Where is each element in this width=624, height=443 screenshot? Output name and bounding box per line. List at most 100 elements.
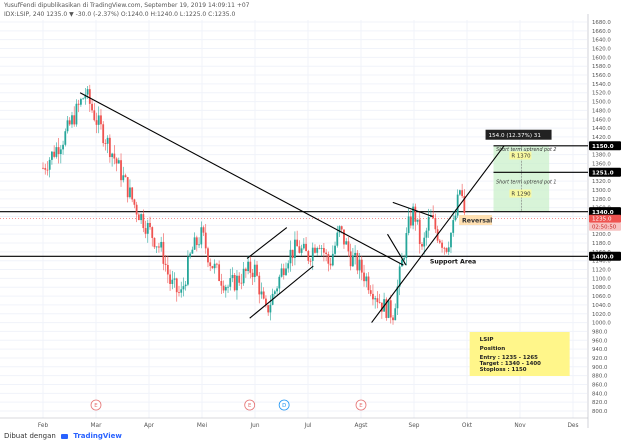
level-badge <box>589 207 621 217</box>
footer-text: Dibuat dengan <box>4 432 56 440</box>
candle-body <box>323 248 325 253</box>
candle-body <box>418 219 421 244</box>
tradingview-brand[interactable]: TradingView <box>73 432 122 440</box>
candle-body <box>374 298 377 300</box>
candle-body <box>256 264 258 276</box>
candles <box>42 84 466 325</box>
position-box <box>469 332 570 376</box>
measure-label-box <box>485 129 552 140</box>
position-title: LSIP <box>480 337 494 343</box>
countdown-badge <box>589 222 621 231</box>
tp2-price-label: R 1370 <box>511 153 531 159</box>
candle-body <box>115 158 118 164</box>
month-label: Mei <box>197 423 208 429</box>
candle-body <box>57 147 60 155</box>
candle-body <box>242 268 245 284</box>
candle-body <box>220 280 223 286</box>
tp2-price-box <box>509 151 532 160</box>
price-tick-label: 1280.0 <box>592 197 611 203</box>
candle-body <box>173 278 176 280</box>
price-tick-label: 1440.0 <box>592 126 611 132</box>
tradingview-logo-icon[interactable] <box>61 433 69 439</box>
candle-body <box>200 227 203 245</box>
month-label: Okt <box>462 423 473 429</box>
candle-body <box>327 254 330 264</box>
candle-body <box>278 276 281 289</box>
price-tick-label: 1200.0 <box>592 232 611 238</box>
candle-body <box>307 251 310 261</box>
candle-body <box>231 275 234 279</box>
measure-label: 154.0 (12.37%) 31 <box>489 133 542 139</box>
candle-body <box>416 219 419 222</box>
price-tick-label: 860.0 <box>592 382 608 388</box>
support-area-label: Support Area <box>430 258 476 265</box>
candle-body <box>146 222 149 234</box>
event-marker <box>355 399 367 411</box>
level-badge-text: 1400.0 <box>592 254 614 260</box>
candle-body <box>113 153 116 159</box>
tp1-price-box <box>509 189 532 198</box>
candle-body <box>44 168 47 170</box>
price-tick-label: 1060.0 <box>592 294 611 300</box>
candle-body <box>376 298 379 303</box>
candle-body <box>385 299 388 318</box>
candle-body <box>354 252 357 256</box>
candle-body <box>86 89 89 95</box>
price-tick-label: 1000.0 <box>592 321 611 327</box>
candle-body <box>260 291 263 295</box>
candle-body <box>336 232 339 246</box>
chart-header-symbol: IDX:LSIP, 240 1235.0 ▼ -30.0 (-2.37%) O:… <box>4 11 236 18</box>
event-marker <box>278 399 290 411</box>
candle-body <box>77 103 80 105</box>
candle-body <box>423 237 426 247</box>
candle-body <box>300 248 303 253</box>
price-tick-label: 820.0 <box>592 400 608 406</box>
event-marker-label: E <box>359 403 363 409</box>
candle-body <box>229 278 232 287</box>
candle-body <box>349 251 352 267</box>
candle-body <box>396 286 399 309</box>
candle-body <box>66 120 69 132</box>
price-tick-label: 1020.0 <box>592 312 611 318</box>
price-tick-label: 940.0 <box>592 347 608 353</box>
candle-body <box>280 268 283 277</box>
price-tick-label: 1180.0 <box>592 241 611 247</box>
candle-body <box>215 263 218 265</box>
event-marker-label: D <box>282 403 286 409</box>
candle-body <box>236 275 238 291</box>
candle-body <box>378 302 381 303</box>
candle-body <box>311 247 314 261</box>
candle-body <box>75 103 78 125</box>
candle-body <box>367 276 370 291</box>
candle-body <box>51 151 53 160</box>
price-tick-label: 920.0 <box>592 356 608 362</box>
candle-body <box>233 275 236 291</box>
candle-body <box>117 160 120 164</box>
month-label: Feb <box>38 423 49 429</box>
candle-body <box>434 217 437 230</box>
candle-body <box>184 284 187 287</box>
candle-body <box>427 216 430 231</box>
candle-body <box>171 279 174 284</box>
candle-body <box>166 264 169 275</box>
candle-body <box>82 98 85 100</box>
candle-body <box>59 149 62 155</box>
tp2-label: Short term uptrend pot 2 <box>496 147 556 153</box>
price-tick-label: 1100.0 <box>592 276 611 282</box>
candle-body <box>432 215 435 218</box>
price-tick-label: 1540.0 <box>592 82 611 88</box>
candle-body <box>441 242 443 248</box>
candle-body <box>387 300 390 318</box>
candle-body <box>372 293 374 300</box>
candle-body <box>108 137 111 158</box>
candle-body <box>269 304 272 313</box>
candle-body <box>389 300 392 318</box>
candle-body <box>144 228 147 234</box>
candle-body <box>302 243 305 249</box>
candle-body <box>369 290 372 294</box>
candle-body <box>365 276 368 282</box>
candle-body <box>180 289 183 293</box>
candle-body <box>409 216 412 226</box>
candle-body <box>142 214 145 229</box>
